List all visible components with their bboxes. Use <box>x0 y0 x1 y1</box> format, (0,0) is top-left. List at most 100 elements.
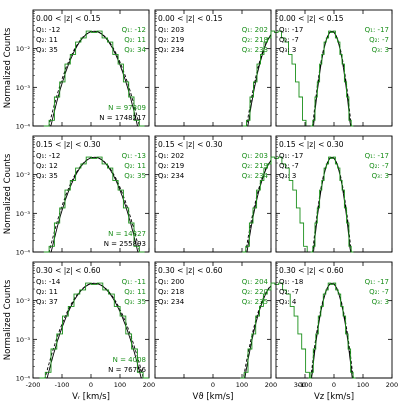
zbin-label: 0.15 < |z| < 0.30 <box>279 140 344 149</box>
n-data-label: N = 97309 <box>108 104 146 112</box>
data-histogram <box>310 156 354 253</box>
model-quartile: Q₃: 35 <box>36 46 58 54</box>
data-histogram <box>43 156 145 253</box>
x-axis-label: Vᵣ [km/s] <box>72 392 110 402</box>
fit-curve <box>276 282 392 379</box>
data-quartile: Q₁: -12 <box>122 26 146 34</box>
y-tick-label: 10⁻² <box>16 171 31 179</box>
x-tick-label: -100 <box>298 381 313 389</box>
y-tick-label: 10⁻³ <box>16 84 31 92</box>
x-tick-label: 200 <box>386 381 398 389</box>
model-quartile: Q₁: 200 <box>158 278 184 286</box>
data-quartile: Q₃: 3 <box>372 298 389 306</box>
data-quartile: Q₂: 219 <box>242 162 268 170</box>
x-tick-label: -100 <box>55 381 70 389</box>
row-ylabel: Normalized Counts <box>3 153 13 234</box>
zbin-label: 0.30 < |z| < 0.60 <box>279 266 344 275</box>
panel-r0-c1: 0.00 < |z| < 0.15 Q₁: 203 Q₂: 219 Q₃: 234 Q₁… <box>154 9 310 127</box>
zbin-label: 0.00 < |z| < 0.15 <box>36 14 101 23</box>
x-tick-label: -200 <box>26 381 41 389</box>
panel-r1-c2: 0.15 < |z| < 0.30 Q₁: -17 Q₂: -7 Q₃: 3 Q₁: -… <box>275 135 393 253</box>
model-quartile: Q₂: -7 <box>279 288 299 296</box>
data-quartile: Q₃: 3 <box>372 46 389 54</box>
panel-r1-c1: 0.15 < |z| < 0.30 Q₁: 202 Q₂: 219 Q₃: 234 Q₁… <box>154 135 311 253</box>
model-quartile: Q₂: 218 <box>158 288 184 296</box>
data-quartile: Q₁: 203 <box>242 152 268 160</box>
fit-curve <box>155 34 272 127</box>
model-curve <box>33 282 149 379</box>
data-quartile: Q₂: 218 <box>242 36 268 44</box>
data-quartile: Q₁: -13 <box>122 152 146 160</box>
model-quartile: Q₁: -12 <box>36 152 60 160</box>
data-quartile: Q₁: 202 <box>242 26 268 34</box>
data-quartile: Q₃: 3 <box>372 172 389 180</box>
y-tick-label: 10⁻³ <box>16 336 31 344</box>
x-tick-label: 300 <box>294 381 306 389</box>
y-tick-label: 10⁻⁴ <box>16 249 31 257</box>
model-quartile: Q₃: 234 <box>158 172 185 180</box>
panel-r2-c2: 0.30 < |z| < 0.60 Q₁: -18 Q₂: -7 Q₃: 4 Q₁: -… <box>275 261 398 402</box>
zbin-label: 0.30 < |z| < 0.60 <box>36 266 101 275</box>
zbin-label: 0.30 < |z| < 0.60 <box>158 266 223 275</box>
model-quartile: Q₂: 11 <box>36 36 58 44</box>
model-quartile: Q₂: -7 <box>279 162 299 170</box>
model-quartile: Q₃: 37 <box>36 298 58 306</box>
model-quartile: Q₂: 219 <box>158 36 184 44</box>
model-quartile: Q₂: 219 <box>158 162 184 170</box>
data-histogram <box>240 282 314 379</box>
panel-r1-c0: 10⁻² 10⁻³ 10⁻⁴ 0.15 < |z| < 0.30 Q₁: -12 Q₂: … <box>16 135 150 257</box>
x-tick-label: 100 <box>357 381 369 389</box>
model-quartile: Q₁: -18 <box>279 278 303 286</box>
model-quartile: Q₃: 35 <box>36 172 58 180</box>
y-tick-label: 10⁻³ <box>16 210 31 218</box>
n-model-label: N = 76756 <box>108 366 146 374</box>
x-axis-label: Vᴢ [km/s] <box>314 392 354 402</box>
y-tick-label: 10⁻² <box>16 45 31 53</box>
x-tick-label: 0 <box>332 381 336 389</box>
y-tick-label: 10⁻⁴ <box>16 375 31 383</box>
n-data-label: N = 14327 <box>108 230 146 238</box>
model-quartile: Q₃: 3 <box>279 46 296 54</box>
model-quartile: Q₁: -17 <box>279 26 303 34</box>
data-quartile: Q₃: 34 <box>124 46 146 54</box>
data-quartile: Q₃: 235 <box>242 298 268 306</box>
data-quartile: Q₂: 11 <box>124 162 146 170</box>
y-tick-label: 10⁻² <box>16 297 31 305</box>
data-quartile: Q₁: -17 <box>365 26 389 34</box>
data-histogram <box>310 30 354 127</box>
fit-curve <box>276 30 392 127</box>
n-model-label: N = 255893 <box>104 240 146 248</box>
data-quartile: Q₁: -17 <box>365 152 389 160</box>
zbin-label: 0.00 < |z| < 0.15 <box>158 14 223 23</box>
panel-r0-c2: 0.00 < |z| < 0.15 Q₁: -17 Q₂: -7 Q₃: 3 Q₁: -… <box>275 9 393 127</box>
fit-curve <box>33 30 149 127</box>
data-quartile: Q₂: 220 <box>242 288 268 296</box>
model-quartile: Q₂: 12 <box>36 162 58 170</box>
model-quartile: Q₁: -17 <box>279 152 303 160</box>
data-quartile: Q₁: -11 <box>122 278 146 286</box>
x-tick-label: 100 <box>236 381 248 389</box>
data-quartile: Q₃: 35 <box>124 298 146 306</box>
data-quartile: Q₃: 234 <box>242 172 269 180</box>
fit-curve <box>155 160 272 253</box>
panel-r0-c0: 10⁻² 10⁻³ 10⁻⁴ 0.00 < |z| < 0.15 Q₁: -12 Q₂: … <box>16 9 150 131</box>
model-quartile: Q₃: 3 <box>279 172 296 180</box>
model-quartile: Q₂: 11 <box>36 288 58 296</box>
data-histogram <box>308 282 356 379</box>
panel-r2-c0: 10⁻² 10⁻³ 10⁻⁴ 0.30 < |z| < 0.60 Q₁: -14 Q₂: … <box>16 261 155 402</box>
data-quartile: Q₃: 233 <box>242 46 268 54</box>
x-tick-label: 100 <box>114 381 126 389</box>
x-axis-label: Vϑ [km/s] <box>193 392 234 402</box>
data-quartile: Q₃: 35 <box>124 172 146 180</box>
x-tick-label: 0 <box>89 381 93 389</box>
fit-curve <box>276 156 392 253</box>
fit-curve <box>33 156 149 253</box>
data-quartile: Q₂: -7 <box>369 36 389 44</box>
zbin-label: 0.15 < |z| < 0.30 <box>36 140 101 149</box>
data-quartile: Q₂: -7 <box>369 162 389 170</box>
row-ylabel: Normalized Counts <box>3 279 13 360</box>
model-quartile: Q₂: -7 <box>279 36 299 44</box>
data-quartile: Q₂: 11 <box>124 288 146 296</box>
model-quartile: Q₃: 4 <box>279 298 297 306</box>
